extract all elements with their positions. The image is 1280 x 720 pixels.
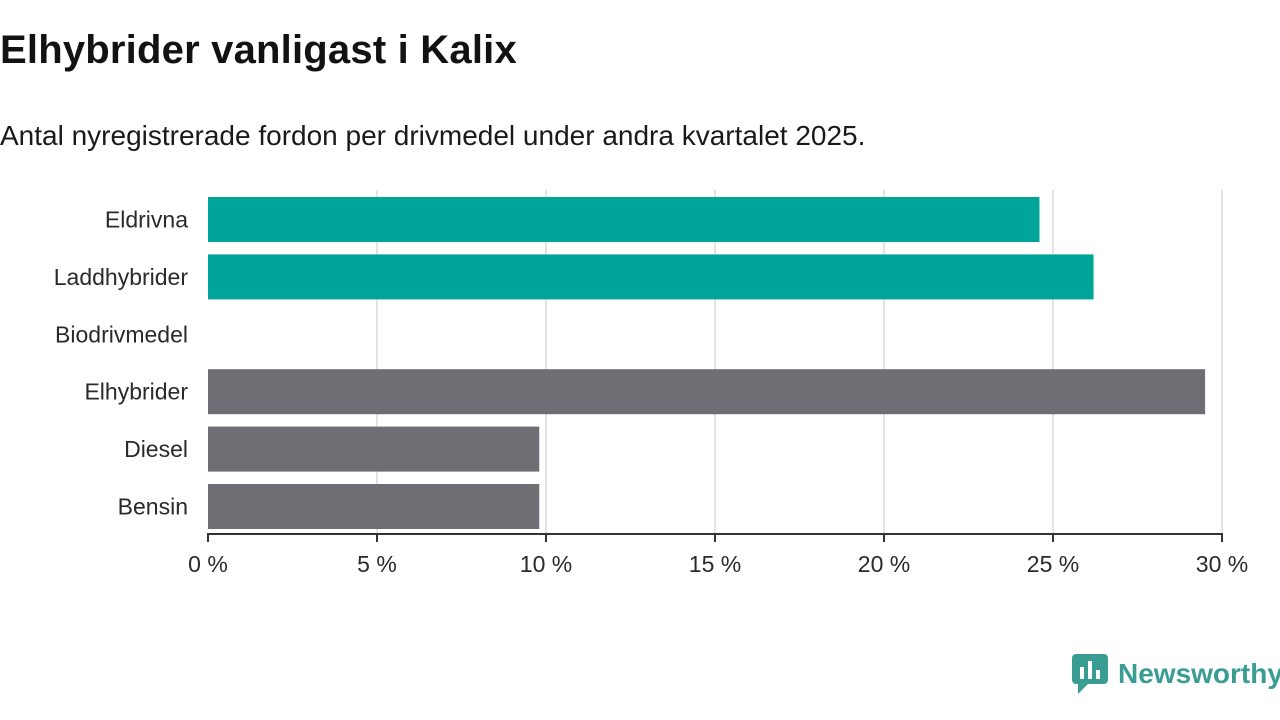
category-label: Elhybrider — [84, 379, 188, 405]
bar — [208, 426, 540, 472]
brand-name: Newsworthy — [1118, 658, 1280, 689]
category-label: Biodrivmedel — [55, 321, 188, 347]
x-tick-label: 25 % — [1027, 551, 1079, 577]
bar-chart: Eldrivna Laddhybrider Biodrivmedel Elhybrid… — [54, 190, 1248, 577]
brand-logo: Newsworthy — [1072, 654, 1280, 694]
category-label: Diesel — [124, 436, 188, 462]
x-tick-label: 0 % — [188, 551, 228, 577]
x-tick-label: 5 % — [357, 551, 397, 577]
chart-subtitle: Antal nyregistrerade fordon per drivmede… — [0, 120, 866, 151]
bar — [208, 484, 540, 529]
bar — [208, 197, 1040, 242]
x-tick-label: 10 % — [520, 551, 572, 577]
x-tick-label: 30 % — [1196, 551, 1248, 577]
category-label: Bensin — [118, 494, 188, 520]
category-label: Laddhybrider — [54, 264, 189, 290]
newsworthy-logo-icon — [1072, 654, 1108, 694]
chart-title: Elhybrider vanligast i Kalix — [0, 28, 517, 72]
category-label: Eldrivna — [105, 207, 188, 233]
bar — [208, 369, 1206, 415]
x-tick-label: 15 % — [689, 551, 741, 577]
bar — [208, 254, 1094, 300]
x-tick-label: 20 % — [858, 551, 910, 577]
